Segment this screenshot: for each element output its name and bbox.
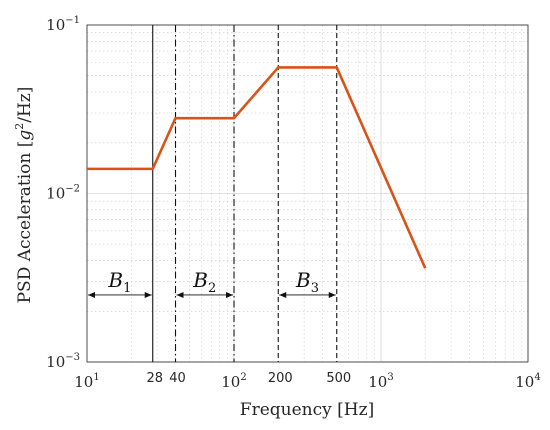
x-tick-exp: 1 [93, 372, 99, 383]
band-boundary-lines [152, 25, 338, 362]
y-axis-label-g: g [15, 130, 35, 141]
y-axis-label-tail: /Hz] [15, 87, 35, 123]
band-label-letter: B [107, 268, 123, 292]
x-extra-tick-label: 500 [326, 371, 351, 386]
band-label: B1 [107, 268, 131, 296]
x-extra-tick-label: 200 [268, 371, 293, 386]
band-label-sub: 2 [208, 281, 216, 296]
y-tick-base: 10 [46, 16, 65, 34]
band-label-sub: 1 [123, 281, 131, 296]
x-tick-exp: 3 [387, 372, 393, 383]
y-tick-label: 10−2 [46, 184, 80, 203]
y-axis-label: PSD Acceleration [g2/Hz] [13, 87, 35, 304]
x-extra-tick-label: 40 [169, 371, 186, 386]
y-tick-base: 10 [46, 185, 65, 203]
band-label-sub: 3 [311, 281, 319, 296]
x-extra-tick-label: 28 [146, 371, 163, 386]
x-tick-exp: 4 [534, 372, 540, 383]
band-label-letter: B [295, 268, 311, 292]
band-label: B2 [192, 268, 216, 296]
x-tick-exp: 2 [240, 372, 246, 383]
x-tick-label: 101 [74, 372, 99, 391]
y-tick-exp: −3 [65, 352, 80, 363]
y-tick-exp: −1 [65, 15, 80, 26]
y-axis-label-main: PSD Acceleration [ [15, 141, 35, 304]
x-tick-label: 103 [368, 372, 393, 391]
x-tick-base: 10 [74, 373, 93, 391]
y-axis-label-exp: 2 [13, 123, 26, 130]
x-tick-base: 10 [221, 373, 240, 391]
band-annotations: B1 B2 B3 [88, 268, 336, 298]
band-label: B3 [295, 268, 319, 296]
x-axis-label: Frequency [Hz] [240, 400, 374, 420]
y-tick-label: 10−3 [46, 352, 80, 371]
band-label-letter: B [192, 268, 208, 292]
x-tick-label: 102 [221, 372, 246, 391]
plot-frame [86, 24, 529, 363]
x-tick-base: 10 [515, 373, 534, 391]
y-tick-exp: −2 [65, 184, 80, 195]
x-tick-base: 10 [368, 373, 387, 391]
psd-profile-line [87, 66, 427, 269]
y-tick-base: 10 [46, 353, 65, 371]
y-tick-labels: 10−310−210−1 [46, 15, 80, 371]
y-tick-label: 10−1 [46, 15, 80, 34]
series [87, 66, 427, 269]
x-tick-label: 104 [515, 372, 540, 391]
